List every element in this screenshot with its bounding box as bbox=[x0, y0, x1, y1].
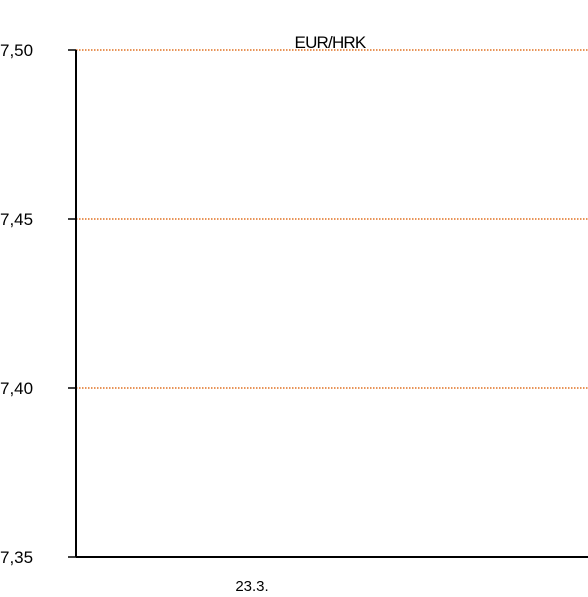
y-tick-label: 7,45 bbox=[0, 210, 33, 229]
y-tick-label: 7,40 bbox=[0, 379, 33, 398]
gridlines bbox=[76, 49, 588, 389]
y-axis-ticks: 7,50 7,45 7,40 7,35 bbox=[0, 41, 76, 567]
x-axis-ticks: 23.3. bbox=[235, 578, 268, 595]
x-tick-label: 23.3. bbox=[235, 578, 268, 592]
y-tick-label: 7,50 bbox=[0, 41, 33, 60]
chart-title: EUR/HRK bbox=[295, 33, 367, 52]
y-tick-label: 7,35 bbox=[0, 548, 33, 567]
axes bbox=[75, 50, 588, 558]
